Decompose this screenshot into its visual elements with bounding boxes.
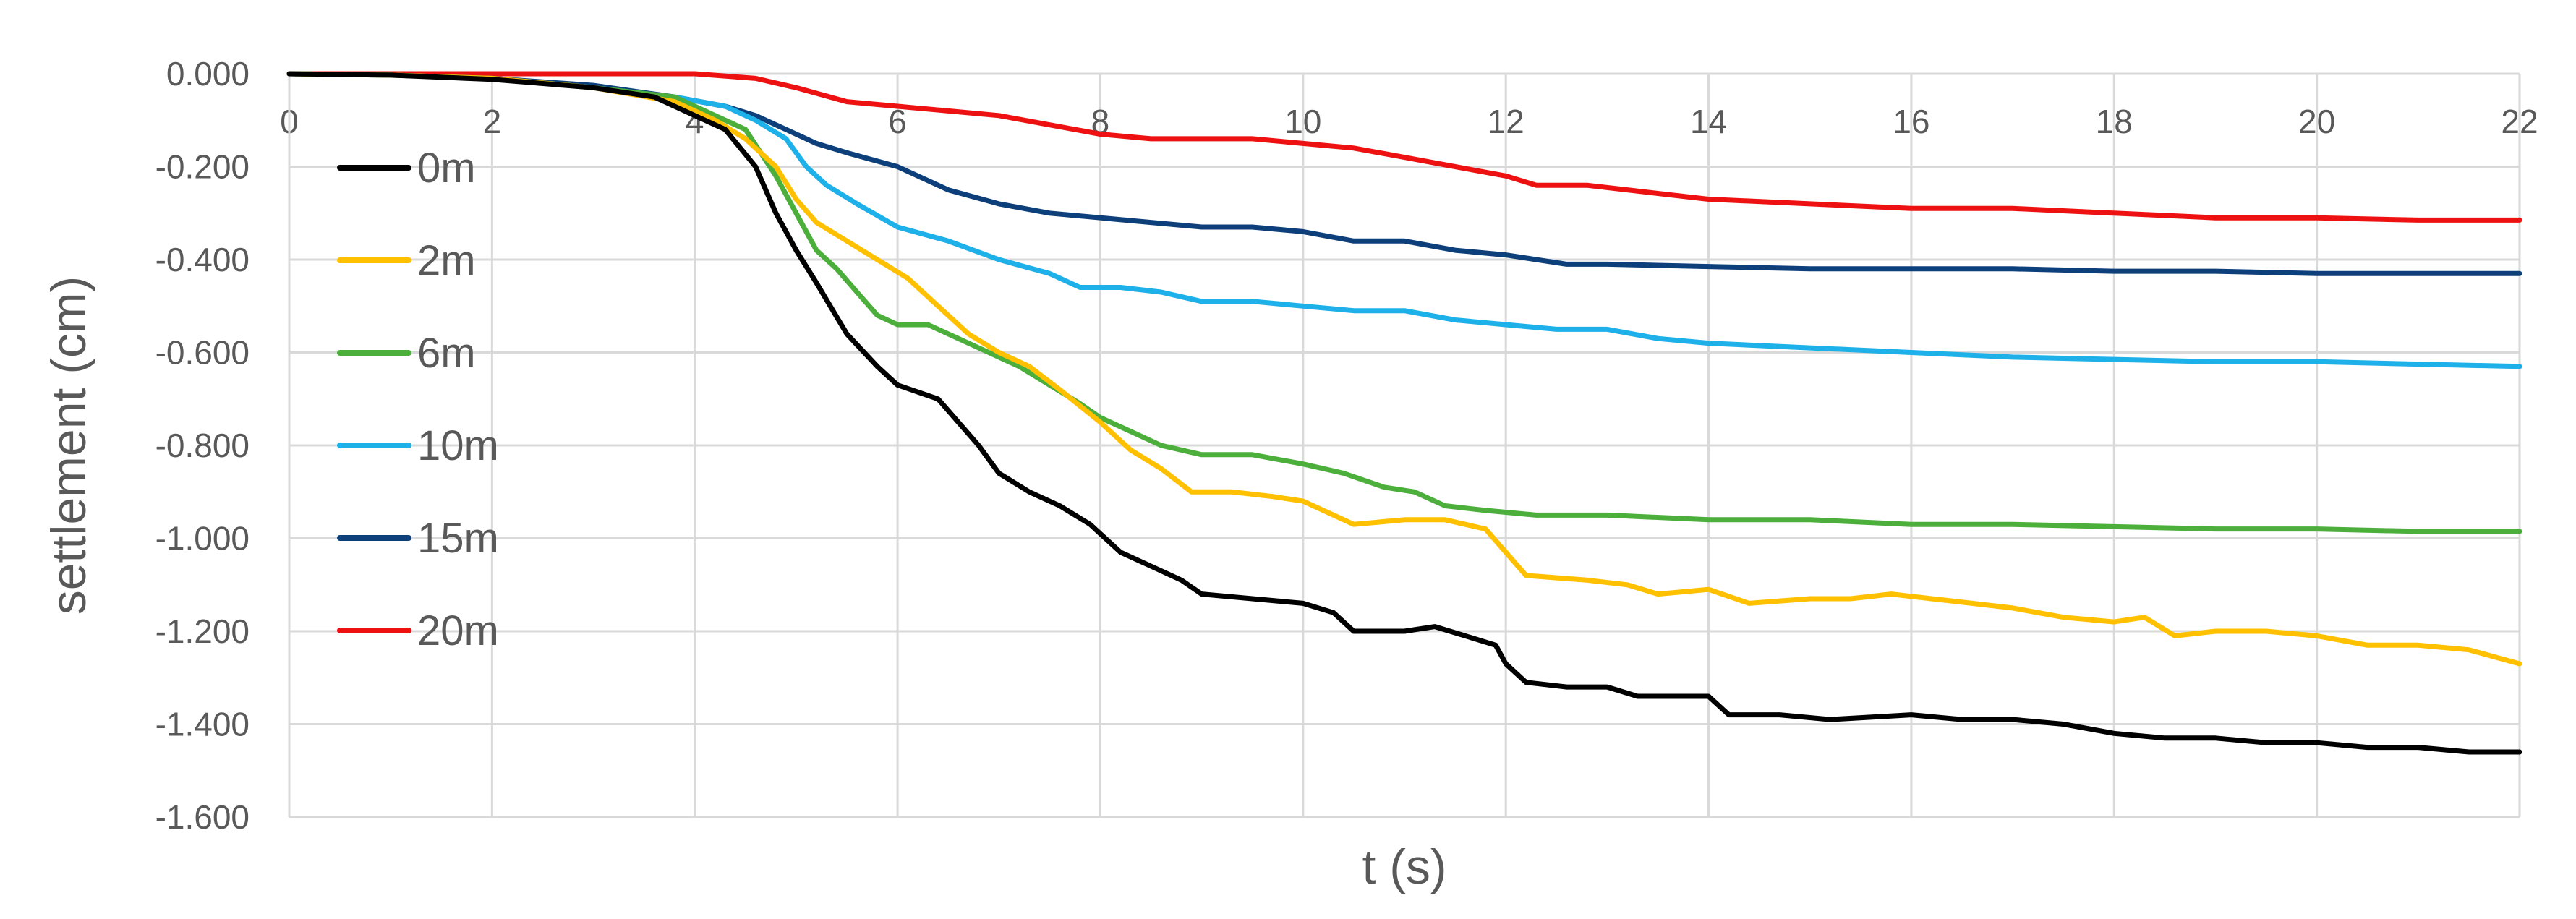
legend-label-6m: 6m (417, 330, 476, 377)
series-line-0m (286, 71, 2522, 755)
y-tick-label: -1.600 (155, 798, 250, 836)
legend-label-15m: 15m (417, 515, 499, 562)
series-line-20m (286, 71, 2522, 223)
x-tick-label: 14 (1690, 103, 1727, 140)
series-line-10m (286, 71, 2522, 369)
legend-label-2m: 2m (417, 237, 476, 284)
x-tick-label: 18 (2096, 103, 2133, 140)
y-tick-label: -1.000 (155, 520, 250, 557)
y-tick-label: -1.400 (155, 706, 250, 743)
series-line-2m (286, 71, 2522, 667)
series-layer (286, 71, 2522, 755)
y-tick-label: -0.600 (155, 334, 250, 372)
y-tick-label: -0.400 (155, 241, 250, 278)
x-tick-label: 2 (483, 103, 502, 140)
y-tick-label: -0.200 (155, 148, 250, 186)
x-tick-label: 20 (2298, 103, 2335, 140)
legend-label-10m: 10m (417, 422, 499, 469)
y-tick-label: 0.000 (166, 55, 250, 93)
series-line-15m (286, 71, 2522, 276)
x-axis-title: t (s) (1362, 839, 1446, 894)
legend: 0m 2m 6m 10m 15m 20m (337, 145, 499, 654)
y-tick-label: -0.800 (155, 427, 250, 464)
x-tick-label: 10 (1284, 103, 1321, 140)
y-axis-title: settlement (cm) (41, 276, 96, 615)
x-tick-label: 16 (1893, 103, 1929, 140)
series-line-6m (286, 71, 2522, 534)
x-tick-label: 22 (2501, 103, 2538, 140)
y-tick-label: -1.200 (155, 612, 250, 650)
x-tick-label: 12 (1488, 103, 1524, 140)
legend-label-20m: 20m (417, 607, 499, 654)
grid-layer (288, 72, 2521, 818)
legend-label-0m: 0m (417, 145, 476, 192)
